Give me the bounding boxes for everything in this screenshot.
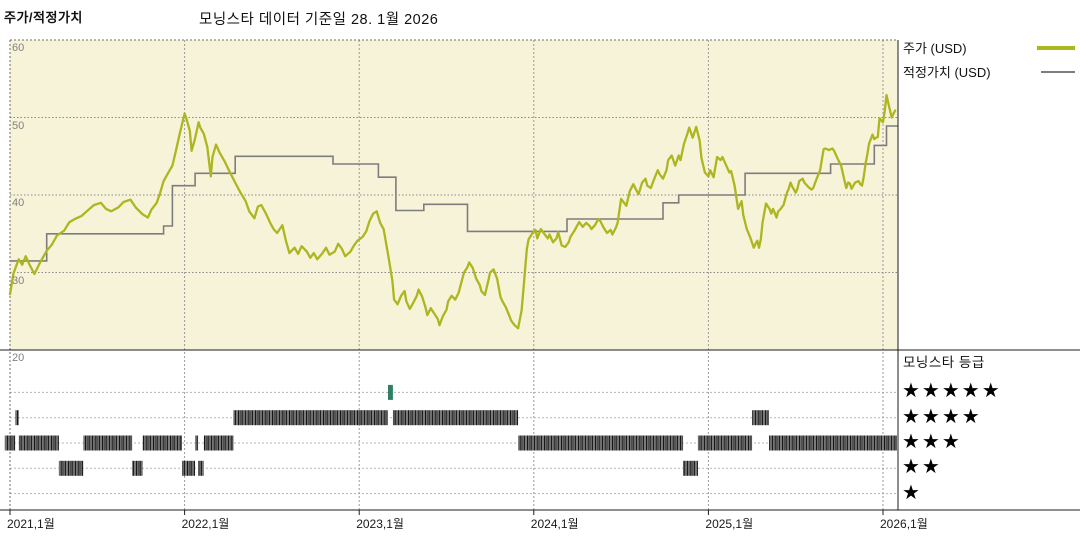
rating-segment-4-star — [392, 410, 519, 426]
price-line — [8, 93, 897, 330]
rating-legend-row-5-star: ★★★★★ — [902, 380, 1002, 403]
rating-segment-4-star — [233, 410, 389, 426]
rating-segment-3-star — [203, 435, 234, 451]
rating-legend-row-4-star: ★★★★ — [902, 405, 982, 428]
rating-segment-3-star — [768, 435, 897, 451]
five-star-rating-segment-5-star — [388, 384, 393, 400]
rating-segment-3-star — [697, 435, 753, 451]
legend-item-fair-value: 적정가치 (USD) — [903, 62, 1075, 81]
rating-segment-3-star — [18, 435, 59, 451]
y-tick-label-40: 40 — [12, 197, 25, 209]
x-tick-label-2026: 2026,1월 — [880, 517, 928, 531]
as-of-date-label: 모닝스타 데이터 기준일 28. 1월 2026 — [199, 12, 439, 28]
price-line-swatch — [1037, 45, 1075, 50]
rating-legend-row-2-star: ★★ — [902, 456, 942, 479]
x-tick-label-2024: 2024,1월 — [530, 517, 579, 531]
rating-segment-3-star — [4, 435, 16, 451]
rating-segment-4-star — [15, 410, 19, 426]
page-title: 주가/적정가치 — [4, 10, 83, 25]
rating-segment-2-star — [683, 460, 698, 476]
rating-segment-3-star — [83, 435, 133, 451]
x-tick-label-2022: 2022,1월 — [181, 517, 230, 531]
rating-segment-3-star — [142, 435, 182, 451]
rating-legend-row-1-star: ★ — [902, 481, 922, 504]
y-tick-label-60: 60 — [12, 42, 25, 54]
x-tick-label-2025: 2025,1월 — [705, 517, 754, 531]
x-tick-label-2021: 2021,1월 — [7, 517, 55, 531]
legend-price-label: 주가 (USD) — [903, 41, 967, 56]
rating-segment-4-star — [752, 410, 769, 426]
legend-fair-value-label: 적정가치 (USD) — [903, 65, 991, 80]
y-tick-label-50: 50 — [12, 119, 25, 132]
legend-item-price: 주가 (USD) — [903, 38, 1075, 57]
rating-segment-2-star — [198, 460, 204, 476]
y-tick-label-30: 30 — [12, 274, 25, 287]
x-tick-label-2023: 2023,1월 — [356, 517, 404, 531]
rating-segment-2-star — [132, 460, 143, 476]
fair-value-line — [10, 125, 898, 262]
rating-legend-title: 모닝스타 등급 — [903, 355, 985, 370]
rating-segment-2-star — [181, 460, 196, 476]
y-tick-label-20: 20 — [12, 352, 25, 364]
rating-segment-3-star — [195, 435, 199, 451]
rating-segment-2-star — [58, 460, 84, 476]
fair-value-line-swatch — [1041, 70, 1075, 73]
rating-segment-3-star — [518, 435, 684, 451]
rating-legend-row-3-star: ★★★ — [902, 431, 962, 453]
